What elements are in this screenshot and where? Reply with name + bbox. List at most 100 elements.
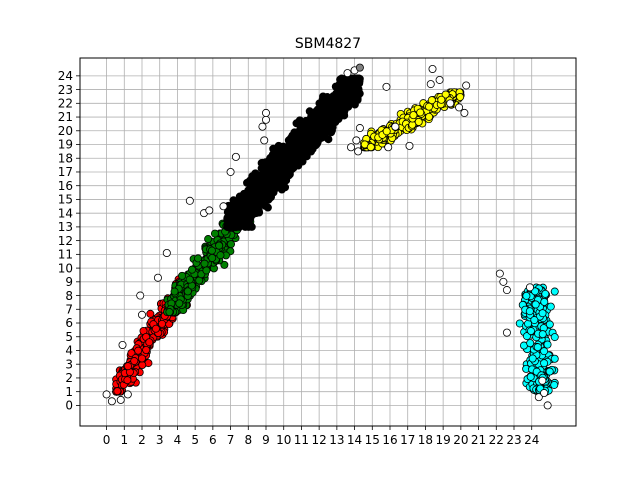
data-point-cluster-3 <box>295 141 304 150</box>
data-point-cluster-5 <box>550 380 559 389</box>
data-point-cluster-2 <box>194 254 203 263</box>
outlier-point <box>343 69 352 78</box>
data-point-cluster-3 <box>249 209 258 218</box>
data-point-cluster-3 <box>268 164 277 173</box>
outlier-point <box>185 196 194 205</box>
data-point-cluster-3 <box>234 201 243 210</box>
data-point-cluster-3 <box>287 147 296 156</box>
x-tick-label: 3 <box>156 433 164 447</box>
outlier-point <box>355 124 364 133</box>
x-tick-label: 16 <box>382 433 397 447</box>
data-point-cluster-5 <box>545 367 554 376</box>
data-point-cluster-3 <box>291 130 300 139</box>
data-point-cluster-5 <box>550 354 559 363</box>
data-point-cluster-4 <box>414 117 423 126</box>
data-point-cluster-1 <box>138 361 147 370</box>
outlier-point <box>382 82 391 91</box>
data-point-cluster-4 <box>441 90 450 99</box>
x-tick-label: 5 <box>191 433 199 447</box>
data-point-cluster-3 <box>251 188 260 197</box>
data-point-cluster-2 <box>165 308 174 317</box>
data-point-cluster-3 <box>274 146 283 155</box>
data-point-cluster-2 <box>216 251 225 260</box>
outlier-point <box>136 291 145 300</box>
data-point-cluster-1 <box>151 324 160 333</box>
data-point-cluster-5 <box>526 327 535 336</box>
x-tick-label: 12 <box>312 433 327 447</box>
data-point-cluster-2 <box>202 266 211 275</box>
data-point-cluster-3 <box>332 89 341 98</box>
data-point-cluster-3 <box>320 130 329 139</box>
data-point-cluster-3 <box>260 181 269 190</box>
data-point-cluster-4 <box>437 95 446 104</box>
data-point-cluster-3 <box>307 145 316 154</box>
data-point-cluster-3 <box>317 114 326 123</box>
data-point-cluster-5 <box>531 300 540 309</box>
outlier-point <box>231 152 240 161</box>
y-tick-label: 18 <box>58 151 73 165</box>
data-point-cluster-1 <box>113 387 122 396</box>
outlier-point <box>116 395 125 404</box>
outlier-point <box>428 64 437 73</box>
data-point-cluster-5 <box>538 309 547 318</box>
data-point-cluster-3 <box>327 103 336 112</box>
data-point-cluster-3 <box>305 107 314 116</box>
data-point-cluster-3 <box>284 171 293 180</box>
y-tick-label: 3 <box>65 357 73 371</box>
outlier-point <box>261 108 270 117</box>
data-point-cluster-2 <box>208 253 217 262</box>
data-point-cluster-2 <box>178 271 187 280</box>
data-point-cluster-5 <box>543 340 552 349</box>
y-tick-label: 14 <box>58 206 73 220</box>
data-point-cluster-4 <box>456 92 465 101</box>
y-tick-label: 11 <box>58 248 73 262</box>
y-tick-label: 12 <box>58 234 73 248</box>
data-point-cluster-5 <box>538 330 547 339</box>
outlier-point <box>538 376 547 385</box>
outlier-point-gray <box>355 63 364 72</box>
data-point-cluster-3 <box>342 89 351 98</box>
data-point-cluster-2 <box>215 241 224 250</box>
data-point-cluster-2 <box>187 265 196 274</box>
outlier-point <box>426 80 435 89</box>
data-point-cluster-1 <box>158 319 167 328</box>
x-tick-label: 17 <box>400 433 415 447</box>
outlier-point <box>435 75 444 84</box>
outlier-point <box>499 277 508 286</box>
data-point-cluster-2 <box>210 229 219 238</box>
outlier-point <box>502 286 511 295</box>
x-tick-label: 0 <box>103 433 111 447</box>
outlier-point <box>391 122 400 131</box>
x-tick-label: 22 <box>489 433 504 447</box>
plot-frame <box>79 57 577 427</box>
data-point-cluster-3 <box>318 121 327 130</box>
data-point-cluster-3 <box>302 116 311 125</box>
outlier-point <box>153 273 162 282</box>
y-tick-label: 4 <box>65 344 73 358</box>
data-point-cluster-5 <box>540 359 549 368</box>
data-point-cluster-5 <box>533 343 542 352</box>
y-tick-label: 0 <box>65 399 73 413</box>
data-point-cluster-3 <box>353 84 362 93</box>
data-point-cluster-2 <box>185 275 194 284</box>
outlier-point <box>455 103 464 112</box>
outlier-point <box>258 122 267 131</box>
x-tick-label: 19 <box>436 433 451 447</box>
data-point-cluster-3 <box>263 203 272 212</box>
outlier-point <box>226 167 235 176</box>
data-point-cluster-5 <box>522 291 531 300</box>
y-tick-label: 5 <box>65 330 73 344</box>
y-tick-label: 9 <box>65 275 73 289</box>
data-point-cluster-3 <box>286 139 295 148</box>
data-point-cluster-3 <box>282 160 291 169</box>
x-tick-label: 23 <box>506 433 521 447</box>
y-tick-label: 7 <box>65 302 73 316</box>
x-tick-label: 4 <box>174 433 182 447</box>
x-tick-label: 21 <box>471 433 486 447</box>
x-tick-label: 7 <box>227 433 235 447</box>
outlier-point <box>261 115 270 124</box>
data-point-cluster-1 <box>130 357 139 366</box>
data-point-cluster-4 <box>427 96 436 105</box>
data-point-cluster-3 <box>353 93 362 102</box>
